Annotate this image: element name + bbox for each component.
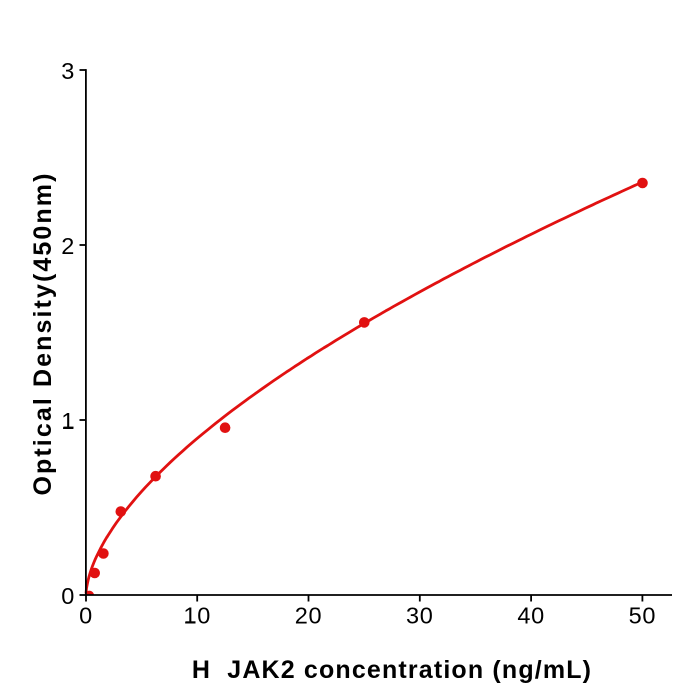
- svg-text:10: 10: [183, 603, 211, 629]
- svg-text:0: 0: [79, 603, 93, 629]
- svg-text:1: 1: [61, 408, 75, 434]
- svg-text:50: 50: [629, 603, 657, 629]
- svg-text:20: 20: [295, 603, 323, 629]
- svg-text:40: 40: [517, 603, 545, 629]
- svg-text:3: 3: [61, 58, 75, 84]
- svg-text:Optical Density(450nm): Optical Density(450nm): [29, 171, 57, 495]
- svg-text:H JAK2 concentration (ng/mL): H JAK2 concentration (ng/mL): [192, 656, 592, 684]
- svg-text:0: 0: [61, 583, 75, 609]
- svg-text:2: 2: [61, 233, 75, 259]
- svg-text:30: 30: [406, 603, 434, 629]
